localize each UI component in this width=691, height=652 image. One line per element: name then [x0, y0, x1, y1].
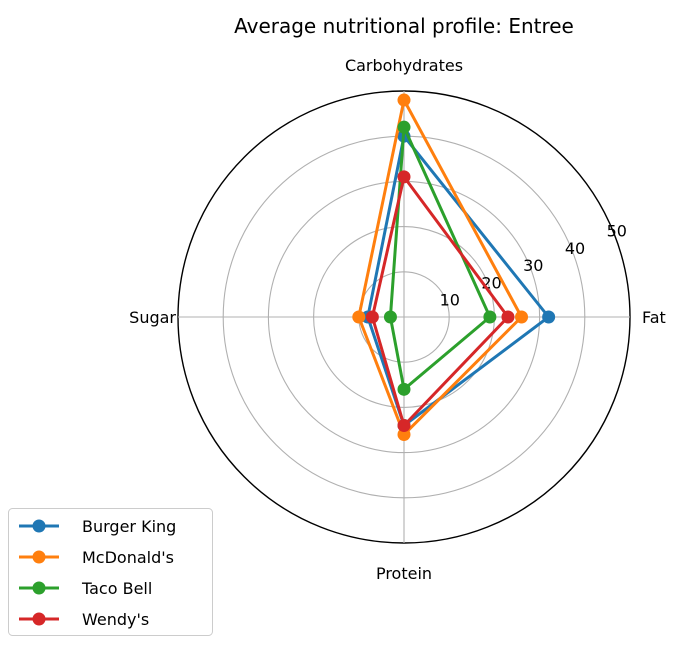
series-point: [542, 310, 556, 324]
legend-marker: [32, 550, 46, 564]
series-point: [483, 310, 497, 324]
series-point: [515, 310, 529, 324]
legend-entry: McDonald's: [19, 548, 174, 567]
series-2: [383, 120, 497, 396]
legend-label: Taco Bell: [81, 579, 152, 598]
legend-entry: Taco Bell: [19, 579, 152, 598]
series-point: [352, 310, 366, 324]
legend: Burger King McDonald's Taco Bell Wendy's: [8, 508, 213, 636]
legend-label: Burger King: [82, 517, 176, 536]
legend-label: Wendy's: [82, 610, 149, 629]
radial-tick-label: 10: [440, 291, 460, 310]
legend-entry: Burger King: [19, 517, 176, 536]
series-3: [365, 170, 515, 432]
legend-marker: [32, 581, 46, 595]
axis-label: Sugar: [129, 308, 176, 327]
radial-tick-label: 40: [565, 239, 585, 258]
series-0: [361, 129, 556, 432]
series-point: [365, 310, 379, 324]
legend-frame: [8, 508, 213, 636]
series-point: [397, 120, 411, 134]
series-point: [383, 310, 397, 324]
axis-label: Carbohydrates: [345, 56, 463, 75]
legend-marker: [32, 612, 46, 626]
series-point: [397, 93, 411, 107]
radial-tick-label: 50: [607, 222, 627, 241]
chart-title: Average nutritional profile: Entree: [234, 14, 574, 38]
axis-label: Protein: [376, 564, 432, 583]
axis-label: Fat: [642, 308, 666, 327]
series-point: [397, 428, 411, 442]
series-point: [501, 310, 515, 324]
series-point: [397, 170, 411, 184]
series-point: [397, 418, 411, 432]
legend-marker: [32, 519, 46, 533]
legend-entry: Wendy's: [19, 610, 149, 629]
series-1: [352, 93, 529, 442]
legend-label: McDonald's: [82, 548, 174, 567]
radial-tick-label: 30: [523, 256, 543, 275]
series-point: [397, 382, 411, 396]
